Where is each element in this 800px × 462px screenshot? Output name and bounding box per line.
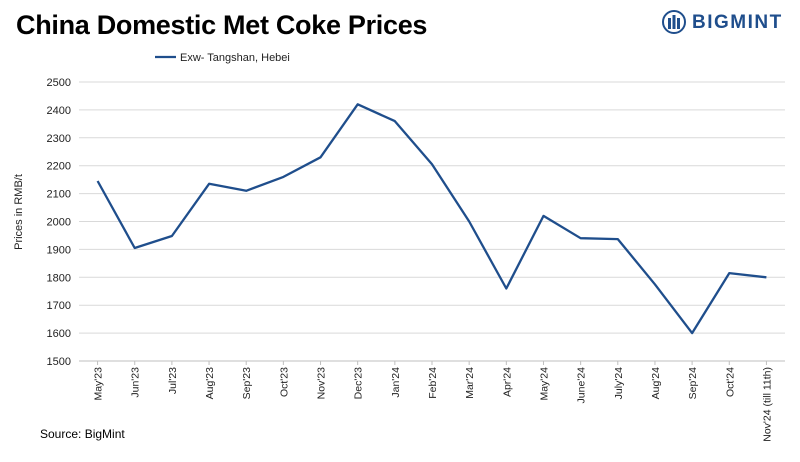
x-tick-label: Sep'23 [241, 367, 253, 400]
legend: Exw- Tangshan, Hebei [155, 52, 290, 64]
series-group [96, 103, 767, 335]
y-tick-label: 1700 [47, 300, 71, 312]
x-tick-label: June'24 [576, 367, 588, 404]
x-tick-label: Jun'23 [130, 367, 142, 398]
x-tick-label: Sep'24 [687, 367, 699, 400]
x-tick-label: Nov'23 [316, 367, 328, 400]
legend-label: Exw- Tangshan, Hebei [180, 52, 290, 64]
x-tick-label: Feb'24 [427, 367, 439, 399]
x-tick-label: Dec'23 [353, 367, 365, 400]
brand-logo: BIGMINT [662, 8, 792, 38]
x-tick-label: Oct'23 [278, 367, 290, 397]
x-tick-label: Jul'23 [167, 367, 179, 394]
x-tick-label: Mar'24 [464, 367, 476, 399]
y-tick-label: 2300 [47, 133, 71, 145]
y-tick-label: 2400 [47, 105, 71, 117]
x-tick-label: Aug'23 [204, 367, 216, 400]
x-tick-label: Aug'24 [650, 367, 662, 400]
y-tick-label: 2500 [47, 77, 71, 89]
y-axis-label: Prices in RMB/t [13, 174, 25, 250]
brand-name: BIGMINT [692, 12, 783, 33]
y-axis-ticks: 1500 1600 1700 1800 1900 2000 2100 2200 2300 2400… [47, 77, 71, 368]
x-tick-label: Nov'24 (till 11th) [761, 367, 773, 442]
x-tick-label: July'24 [613, 367, 625, 400]
y-tick-label: 2000 [47, 217, 71, 229]
series-line [96, 103, 767, 335]
bigmint-logo-icon [662, 10, 686, 34]
y-tick-label: 1600 [47, 328, 71, 340]
y-tick-label: 2200 [47, 161, 71, 173]
x-tick-label: May'24 [538, 367, 550, 401]
y-tick-label: 1900 [47, 244, 71, 256]
gridlines [79, 81, 785, 362]
y-tick-label: 1500 [47, 356, 71, 368]
x-tick-label: Oct'24 [724, 367, 736, 397]
x-tick-label: Apr'24 [501, 367, 513, 397]
x-tick-label: May'23 [93, 367, 105, 401]
chart-title: China Domestic Met Coke Prices [16, 10, 428, 40]
y-tick-label: 2100 [47, 189, 71, 201]
source-note: Source: BigMint [40, 427, 125, 441]
y-tick-label: 1800 [47, 272, 71, 284]
x-tick-label: Jan'24 [390, 367, 402, 398]
x-axis-ticks: May'23 Jun'23 Jul'23 Aug'23 Sep'23 Oct'23 Nov'… [93, 361, 773, 442]
